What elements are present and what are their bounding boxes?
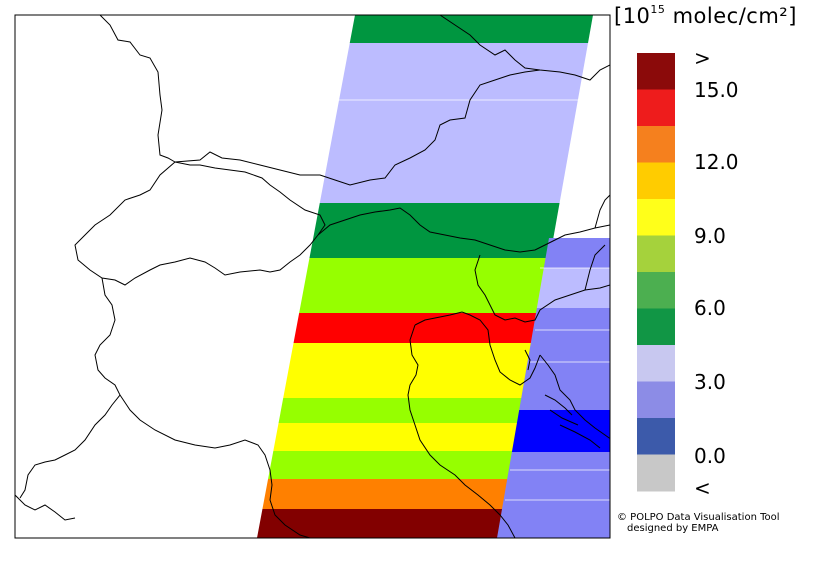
legend-color-box [637,53,675,90]
legend-color-box [637,272,675,309]
legend-color-box [637,418,675,455]
credit-line-1: © POLPO Data Visualisation Tool [617,512,780,523]
color-legend [637,53,675,492]
legend-color-box [637,126,675,163]
satellite-swath [257,15,610,538]
legend-tick-label: > [694,46,711,70]
legend-tick-label: 0.0 [694,444,726,468]
legend-unit-label: [1015 molec/cm²] [614,3,797,28]
country-borders [15,15,610,538]
legend-color-box [637,89,675,127]
legend-tick-label: 6.0 [694,296,726,320]
credit-line-2: designed by EMPA [627,523,719,534]
legend-tick-label: 9.0 [694,224,726,248]
legend-color-box [637,308,675,346]
swath-band [257,43,593,203]
swath-band [257,15,593,43]
legend-tick-label: 15.0 [694,78,739,102]
legend-tick-label: 3.0 [694,370,726,394]
map-frame [14,14,611,539]
swath-seams [330,99,610,501]
legend-color-box [637,345,675,382]
swath-band [497,452,610,538]
legend-color-box [637,199,675,236]
legend-color-box [637,454,675,492]
legend-tick-label: 12.0 [694,150,739,174]
legend-color-box [637,381,675,419]
legend-color-box [637,235,675,273]
legend-tick-label: < [694,476,711,500]
legend-color-box [637,162,675,200]
swath-band [257,258,593,313]
